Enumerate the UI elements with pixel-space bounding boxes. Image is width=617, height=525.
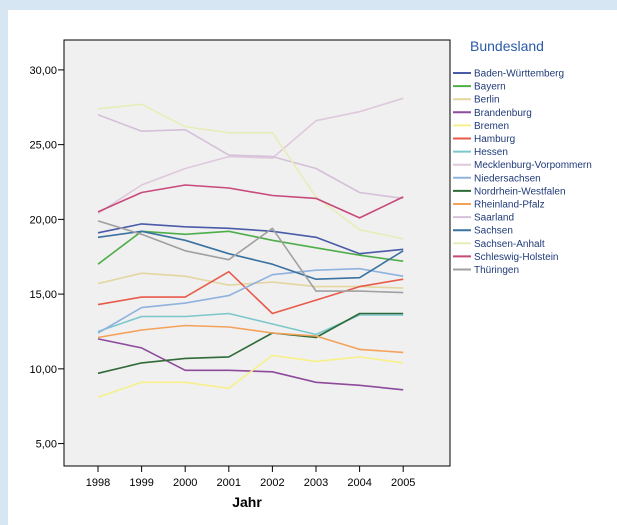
legend-label: Berlin <box>474 95 500 106</box>
series-line-berlin <box>97 272 404 289</box>
y-axis: 5,00 10,00 15,00 20,00 25,00 30,00 <box>29 65 64 451</box>
y-tick-label: 20,00 <box>29 214 57 226</box>
legend-label: Schleswig-Holstein <box>474 252 558 263</box>
legend-item: Thüringen <box>453 265 519 276</box>
legend-item: Sachsen <box>453 226 513 237</box>
legend-label: Niedersachsen <box>474 173 541 184</box>
x-tick-label: 1999 <box>129 477 153 489</box>
legend-item: Brandenburg <box>453 108 532 119</box>
series-line-schleswig-holstein <box>97 184 404 219</box>
legend-item: Hamburg <box>453 134 515 145</box>
x-axis-title: Jahr <box>232 494 262 510</box>
legend-item: Schleswig-Holstein <box>453 252 558 263</box>
legend-label: Nordrhein-Westfalen <box>474 186 566 197</box>
legend-label: Hessen <box>474 147 508 158</box>
series-line-sachsen <box>97 230 404 281</box>
y-tick-label: 25,00 <box>29 140 57 152</box>
legend-label: Sachsen <box>474 226 513 237</box>
series-line-rheinland-pfalz <box>97 324 404 354</box>
x-tick-label: 1998 <box>86 477 110 489</box>
legend-label: Bayern <box>474 82 506 93</box>
legend-label: Thüringen <box>474 265 519 276</box>
legend-item: Sachsen-Anhalt <box>453 239 545 250</box>
y-tick-label: 30,00 <box>29 65 57 77</box>
legend-label: Saarland <box>474 213 514 224</box>
legend-item: Baden-Württemberg <box>453 69 564 80</box>
series-line-bremen <box>97 354 404 398</box>
legend-item: Berlin <box>453 95 500 106</box>
legend-item: Nordrhein-Westfalen <box>453 186 566 197</box>
x-tick-label: 2004 <box>347 477 371 489</box>
legend-item: Bremen <box>453 121 509 132</box>
x-tick-label: 2002 <box>260 477 284 489</box>
legend-item: Hessen <box>453 147 508 158</box>
series-lines <box>97 97 404 398</box>
x-tick-label: 2001 <box>217 477 241 489</box>
legend-title: Bundesland <box>470 38 544 54</box>
chart-frame: 5,00 10,00 15,00 20,00 25,00 30,00 1998 1999 20… <box>8 10 617 525</box>
legend-label: Sachsen-Anhalt <box>474 239 545 250</box>
series-line-nordrhein-westfalen <box>97 312 404 375</box>
legend-label: Hamburg <box>474 134 515 145</box>
series-line-niedersachsen <box>97 267 404 334</box>
y-tick-label: 10,00 <box>29 364 57 376</box>
series-line-saarland <box>97 113 404 200</box>
series-line-baden-w-rttemberg <box>97 223 404 255</box>
legend-label: Rheinland-Pfalz <box>474 200 545 211</box>
series-line-sachsen-anhalt <box>97 103 404 240</box>
legend-item: Saarland <box>453 213 514 224</box>
series-line-th-ringen <box>97 220 404 294</box>
x-tick-label: 2005 <box>391 477 415 489</box>
legend-item: Niedersachsen <box>453 173 541 184</box>
series-line-hamburg <box>97 270 404 315</box>
series-line-bayern <box>97 230 404 265</box>
legend-item: Mecklenburg-Vorpommern <box>453 160 592 171</box>
legend-item: Rheinland-Pfalz <box>453 200 545 211</box>
y-tick-label: 5,00 <box>36 439 57 451</box>
x-tick-label: 2000 <box>173 477 197 489</box>
plot-area <box>63 39 451 467</box>
y-tick-label: 15,00 <box>29 289 57 301</box>
legend: Baden-Württemberg Bayern Berlin Brandenburg… <box>453 69 592 276</box>
legend-label: Brandenburg <box>474 108 532 119</box>
series-line-mecklenburg-vorpommern <box>97 97 404 215</box>
x-axis: 1998 1999 2000 2001 2002 2003 2004 2005 <box>86 466 415 489</box>
legend-label: Mecklenburg-Vorpommern <box>474 160 592 171</box>
legend-item: Bayern <box>453 82 506 93</box>
legend-label: Baden-Württemberg <box>474 69 564 80</box>
line-chart: 5,00 10,00 15,00 20,00 25,00 30,00 1998 1999 20… <box>29 38 592 510</box>
legend-label: Bremen <box>474 121 509 132</box>
x-tick-label: 2003 <box>304 477 328 489</box>
